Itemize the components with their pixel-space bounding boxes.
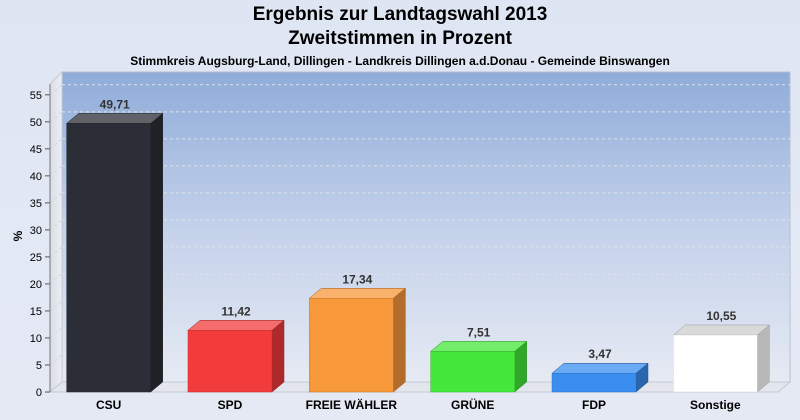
- data-label: 3,47: [588, 347, 612, 361]
- bar-sonstige: 10,55: [672, 309, 771, 393]
- bar-grüne: 7,51: [429, 325, 528, 393]
- bar-side: [757, 324, 770, 393]
- bar-top: [187, 320, 285, 331]
- bar-front: [187, 330, 273, 393]
- gridline: [49, 273, 63, 285]
- bar-side: [271, 319, 285, 393]
- x-tick-label: FREIE WÄHLER: [306, 397, 398, 412]
- chart-title: Ergebnis zur Landtagswahl 2013: [252, 4, 548, 25]
- data-label: 10,55: [706, 309, 736, 323]
- y-tick-label: 10: [30, 333, 42, 345]
- x-tick-label: CSU: [96, 398, 121, 412]
- y-axis-label: %: [11, 230, 25, 241]
- data-label: 11,42: [221, 304, 251, 318]
- y-tick-label: 30: [30, 225, 42, 237]
- y-tick-label: 35: [30, 198, 42, 210]
- gridlines: [49, 84, 790, 366]
- bar-side: [393, 287, 406, 393]
- gridline: [49, 327, 63, 339]
- bar-top: [429, 341, 528, 352]
- bar-csu: 49,71: [65, 97, 164, 393]
- x-tick-label: SPD: [218, 398, 243, 412]
- gridline: [49, 192, 63, 204]
- bar-freie-wähler: 17,34: [308, 272, 407, 393]
- y-tick-label: 45: [30, 144, 42, 156]
- gridline: [49, 165, 63, 177]
- gridline: [49, 111, 63, 123]
- x-axis: CSU SPD FREIE WÄHLER GRÜNE FDP Sonstige: [96, 397, 741, 412]
- y-tick-label: 50: [30, 117, 42, 129]
- gridline: [49, 138, 63, 150]
- bar-front: [430, 351, 515, 393]
- bar-spd: 11,42: [187, 304, 285, 393]
- data-label: 17,34: [342, 272, 372, 286]
- gridline: [49, 84, 63, 96]
- x-tick-label: Sonstige: [690, 398, 741, 412]
- bar-top: [308, 288, 407, 299]
- data-label: 49,71: [100, 97, 130, 111]
- y-tick-label: 25: [30, 252, 42, 264]
- y-tick-label: 5: [36, 360, 42, 372]
- bar-front: [673, 334, 758, 393]
- y-tick-label: 20: [30, 279, 42, 291]
- gridline: [49, 300, 63, 312]
- chart-caption: Stimmkreis Augsburg-Land, Dillingen - La…: [130, 54, 670, 68]
- gridline: [49, 246, 63, 258]
- x-tick-label: FDP: [582, 398, 606, 412]
- bar-side: [150, 112, 163, 393]
- bars: 49,71 11,42 17,34 7,51 3,47 10,55: [65, 97, 771, 393]
- gridline: [49, 354, 63, 366]
- bar-front: [66, 123, 151, 393]
- y-tick-label: 15: [30, 306, 42, 318]
- bar-top: [551, 362, 649, 374]
- y-tick-label: 40: [30, 171, 42, 183]
- chart-subtitle: Zweitstimmen in Prozent: [288, 28, 512, 49]
- bar-front: [551, 372, 637, 393]
- y-tick-label: 0: [36, 387, 42, 399]
- data-label: 7,51: [467, 325, 491, 339]
- bar-top: [672, 324, 771, 336]
- y-axis: 0 5 10 15 20 25 30 35 40 45 50 55: [30, 84, 51, 399]
- bar-top: [65, 113, 164, 124]
- x-tick-label: GRÜNE: [451, 397, 494, 412]
- bar-front: [309, 298, 394, 393]
- y-tick-label: 55: [30, 90, 42, 102]
- plot-back-wall: [61, 71, 791, 383]
- bar-fdp: 3,47: [551, 347, 649, 393]
- gridline: [49, 219, 63, 231]
